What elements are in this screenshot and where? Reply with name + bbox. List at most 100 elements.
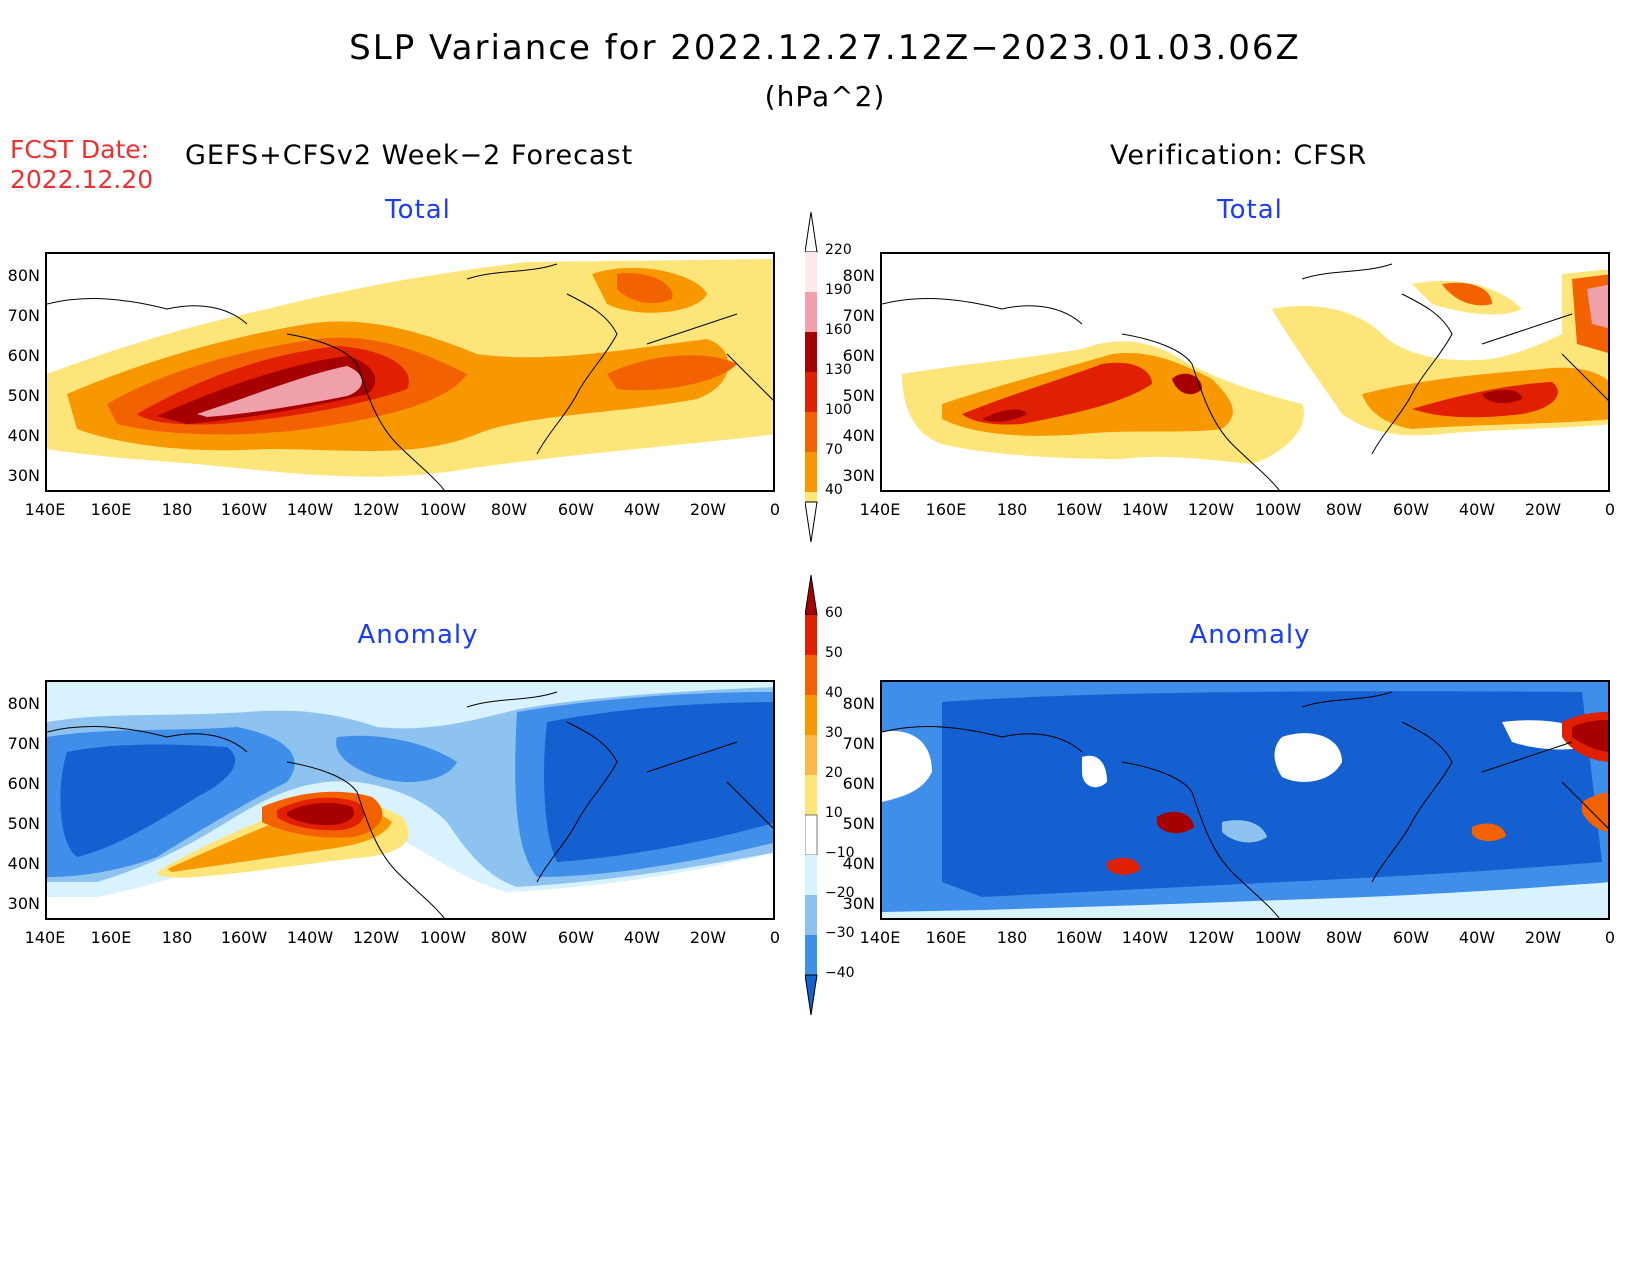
colorbar-anomaly-label: 30: [825, 725, 843, 741]
lon-tick: 20W: [689, 928, 727, 947]
colorbar-total-graphic: [805, 212, 818, 542]
lon-tick: 160W: [220, 500, 268, 519]
lat-tick: 40N: [7, 854, 40, 873]
lat-tick: 40N: [842, 854, 875, 873]
lon-tick: 160W: [1055, 500, 1103, 519]
colorbar-total-label: 40: [825, 482, 843, 498]
colorbar-anomaly-label: 40: [825, 685, 843, 701]
lon-tick: 80W: [490, 500, 528, 519]
lat-tick: 40N: [842, 426, 875, 445]
lon-tick: 40W: [623, 928, 661, 947]
map-verification-anomaly: [880, 680, 1610, 920]
lon-tick: 0: [1604, 500, 1616, 519]
lon-tick: 160E: [925, 500, 967, 519]
lat-tick: 30N: [7, 466, 40, 485]
lon-tick: 160W: [220, 928, 268, 947]
lon-tick: 180: [996, 500, 1028, 519]
lon-tick: 0: [769, 500, 781, 519]
lat-tick: 70N: [7, 734, 40, 753]
colorbar-anomaly-label: −40: [825, 965, 855, 981]
map-verification-total-field: [882, 254, 1608, 490]
lat-tick: 70N: [7, 306, 40, 325]
lon-tick: 120W: [352, 928, 400, 947]
lon-tick: 160E: [90, 928, 132, 947]
colorbar-anomaly-swatch: [805, 895, 817, 935]
panel-title-verification-total: Total: [1217, 195, 1283, 225]
lon-tick: 140W: [286, 928, 334, 947]
colorbar-anomaly-swatch: [805, 814, 818, 856]
map-verification-total: [880, 252, 1610, 492]
fcst-date-block: FCST Date: 2022.12.20: [10, 135, 153, 195]
lon-tick: 180: [996, 928, 1028, 947]
colorbar-total-swatch: [805, 252, 817, 292]
colorbar-total-label: 220: [825, 242, 852, 258]
lon-tick: 80W: [490, 928, 528, 947]
panel-title-forecast-anomaly: Anomaly: [357, 620, 479, 650]
colorbar-anomaly-graphic: [805, 575, 818, 1016]
lon-tick: 100W: [419, 500, 467, 519]
lat-tick: 70N: [842, 306, 875, 325]
lon-tick: 120W: [352, 500, 400, 519]
colorbar-anomaly-swatch: [805, 655, 817, 695]
lat-tick: 60N: [7, 346, 40, 365]
lat-tick: 40N: [7, 426, 40, 445]
lon-tick: 160W: [1055, 928, 1103, 947]
colorbar-total-swatch: [805, 412, 817, 452]
lon-tick: 140W: [1121, 928, 1169, 947]
colorbar-anomaly-swatch: [805, 735, 817, 775]
lon-tick: 120W: [1187, 928, 1235, 947]
lat-tick: 30N: [842, 466, 875, 485]
lon-tick: 100W: [1254, 928, 1302, 947]
lat-tick: 60N: [842, 346, 875, 365]
colorbar-total-swatch: [805, 332, 817, 372]
lon-tick: 60W: [557, 928, 595, 947]
map-forecast-anomaly-field: [47, 682, 773, 918]
lon-tick: 40W: [1458, 500, 1496, 519]
colorbar-total-swatch: [805, 292, 817, 332]
panel-title-forecast-total: Total: [385, 195, 451, 225]
lon-tick: 140W: [1121, 500, 1169, 519]
lon-tick: 20W: [1524, 928, 1562, 947]
lat-tick: 30N: [842, 894, 875, 913]
colorbar-anomaly-swatch: [805, 775, 817, 815]
fcst-date-label: FCST Date:: [10, 135, 150, 164]
verification-heading: Verification: CFSR: [1110, 140, 1368, 171]
lon-tick: 100W: [419, 928, 467, 947]
colorbar-total-label: 100: [825, 402, 852, 418]
colorbar-total-swatch: [805, 452, 817, 492]
lat-tick: 50N: [7, 814, 40, 833]
colorbar-total-swatch: [805, 492, 817, 502]
colorbar-total-label: 160: [825, 322, 852, 338]
lon-tick: 60W: [557, 500, 595, 519]
colorbar-anomaly: 60 50 40 30 20 10 −10 −20 −30 −40: [805, 575, 865, 1025]
lat-tick: 80N: [842, 266, 875, 285]
lon-tick: 0: [1604, 928, 1616, 947]
lon-tick: 140W: [286, 500, 334, 519]
lat-tick: 60N: [842, 774, 875, 793]
lon-tick: 20W: [689, 500, 727, 519]
lon-tick: 140E: [859, 928, 901, 947]
fcst-date-value: 2022.12.20: [10, 165, 154, 194]
panel-title-verification-anomaly: Anomaly: [1189, 620, 1311, 650]
lon-tick: 100W: [1254, 500, 1302, 519]
figure-units: (hPa^2): [764, 80, 886, 113]
colorbar-anomaly-label: 60: [825, 605, 843, 621]
colorbar-anomaly-swatch: [805, 855, 817, 895]
colorbar-anomaly-swatch: [805, 615, 817, 655]
lon-tick: 140E: [24, 928, 66, 947]
lon-tick: 0: [769, 928, 781, 947]
lat-tick: 50N: [7, 386, 40, 405]
colorbar-total-swatch: [805, 372, 817, 412]
colorbar-anomaly-label: 50: [825, 645, 843, 661]
colorbar-anomaly-label: −10: [825, 845, 855, 861]
lon-tick: 180: [161, 500, 193, 519]
forecast-heading: GEFS+CFSv2 Week−2 Forecast: [185, 140, 634, 171]
colorbar-anomaly-swatch: [805, 695, 817, 735]
lon-tick: 160E: [90, 500, 132, 519]
colorbar-total: 220 190 160 130 100 70 40: [805, 212, 865, 542]
lon-tick: 180: [161, 928, 193, 947]
lon-tick: 60W: [1392, 928, 1430, 947]
lon-tick: 120W: [1187, 500, 1235, 519]
lon-tick: 80W: [1325, 500, 1363, 519]
lon-tick: 20W: [1524, 500, 1562, 519]
